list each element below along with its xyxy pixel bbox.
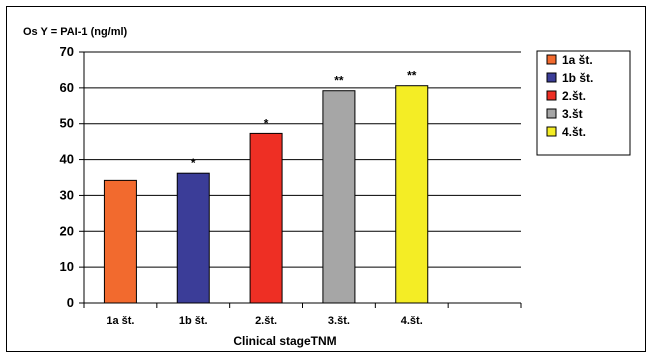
significance-marker: ** — [407, 69, 417, 83]
significance-marker: ** — [334, 74, 344, 88]
gridlines — [79, 51, 521, 304]
x-tick-label: 2.št. — [255, 315, 277, 327]
legend-swatch — [546, 108, 557, 119]
legend-entry: 1b št. — [562, 71, 593, 85]
significance-marker: * — [264, 116, 269, 130]
x-tick-label: 1b št. — [179, 315, 208, 327]
y-tick-label: 70 — [60, 44, 74, 59]
x-tick-label: 1a št. — [106, 315, 134, 327]
legend-swatch — [546, 54, 557, 65]
significance-marker: * — [191, 156, 196, 170]
bars — [103, 85, 429, 304]
y-tick-label: 10 — [60, 259, 74, 274]
legend-entry: 4.št. — [562, 125, 586, 139]
y-tick-label: 40 — [60, 152, 74, 167]
x-tick-label: 3.št. — [328, 315, 350, 327]
y-tick-label: 0 — [67, 295, 74, 310]
bar-2 — [176, 172, 210, 304]
y-tick-label: 20 — [60, 223, 74, 238]
legend-swatch — [546, 126, 557, 137]
bar-3 — [249, 132, 283, 304]
bar-annotations: **** ** — [191, 69, 417, 170]
legend: 1a št. 1b št. 2.št. 3.št 4.št. — [536, 50, 631, 156]
legend-entry: 2.št. — [562, 89, 586, 103]
y-tick-labels: 0 10 20 30 40 50 60 70 — [60, 44, 74, 310]
bar-1 — [103, 179, 137, 304]
bar-4 — [322, 90, 356, 304]
axes — [83, 52, 522, 308]
bar-5 — [395, 85, 429, 304]
y-axis-title: Os Y = PAI-1 (ng/ml) — [23, 26, 128, 38]
legend-box — [536, 50, 631, 156]
x-axis-title: Clinical stageTNM — [233, 334, 336, 348]
y-tick-label: 50 — [60, 116, 74, 131]
y-tick-label: 60 — [60, 80, 74, 95]
legend-swatch — [546, 90, 557, 101]
x-tick-label: 4.št. — [401, 315, 423, 327]
legend-swatch — [546, 72, 557, 83]
legend-entry: 1a št. — [562, 53, 593, 67]
legend-entry: 3.št — [562, 107, 583, 121]
y-tick-label: 30 — [60, 187, 74, 202]
x-tick-labels: 1a št. 1b št. 2.št. 3.št. 4.št. — [106, 315, 422, 327]
